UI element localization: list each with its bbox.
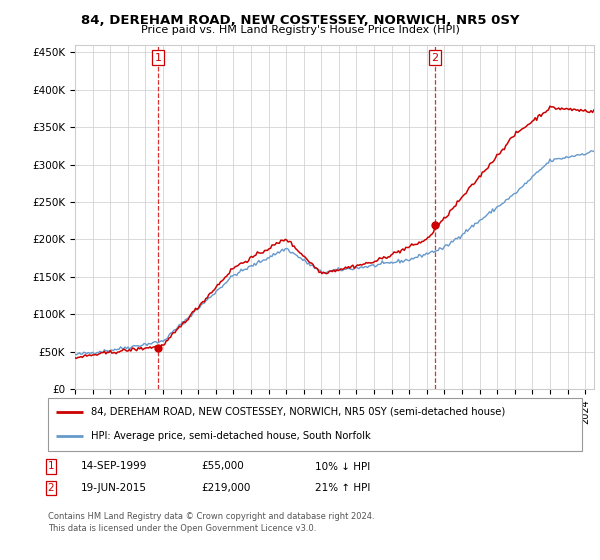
Text: 19-JUN-2015: 19-JUN-2015 [81,483,147,493]
Text: 84, DEREHAM ROAD, NEW COSTESSEY, NORWICH, NR5 0SY (semi-detached house): 84, DEREHAM ROAD, NEW COSTESSEY, NORWICH… [91,407,505,417]
Text: 1: 1 [47,461,55,472]
Text: 1: 1 [154,53,161,63]
Text: 2: 2 [47,483,55,493]
Text: 21% ↑ HPI: 21% ↑ HPI [315,483,370,493]
Text: £55,000: £55,000 [201,461,244,472]
Text: 10% ↓ HPI: 10% ↓ HPI [315,461,370,472]
Text: Contains HM Land Registry data © Crown copyright and database right 2024.
This d: Contains HM Land Registry data © Crown c… [48,512,374,533]
Text: 14-SEP-1999: 14-SEP-1999 [81,461,148,472]
Text: 2: 2 [431,53,439,63]
Text: £219,000: £219,000 [201,483,250,493]
Text: Price paid vs. HM Land Registry's House Price Index (HPI): Price paid vs. HM Land Registry's House … [140,25,460,35]
Text: 84, DEREHAM ROAD, NEW COSTESSEY, NORWICH, NR5 0SY: 84, DEREHAM ROAD, NEW COSTESSEY, NORWICH… [81,14,519,27]
FancyBboxPatch shape [48,398,582,451]
Text: HPI: Average price, semi-detached house, South Norfolk: HPI: Average price, semi-detached house,… [91,431,370,441]
